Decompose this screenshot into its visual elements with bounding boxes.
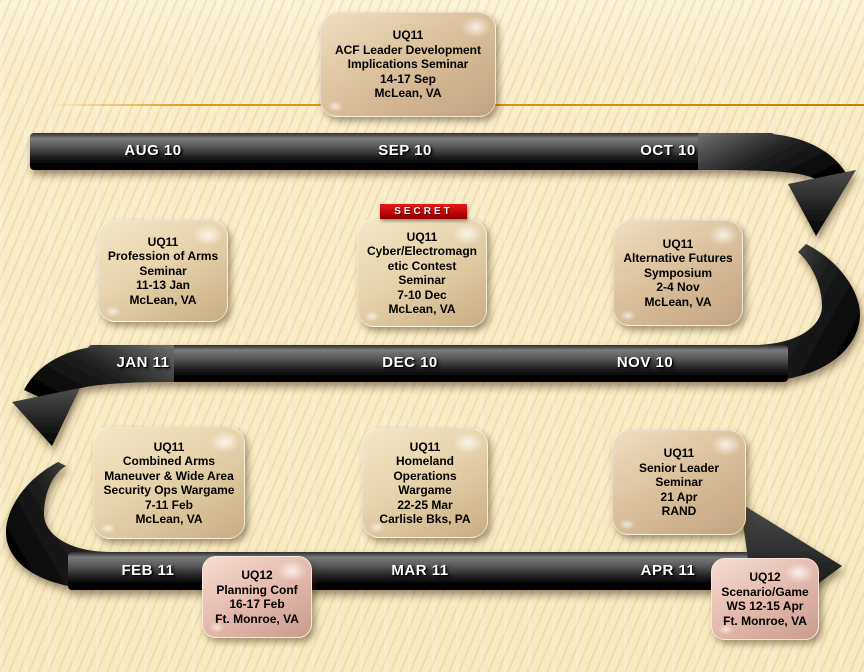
event-text-line: 2-4 Nov: [656, 280, 700, 295]
event-text-line: McLean, VA: [374, 86, 442, 101]
month-label-mar-11: MAR 11: [391, 562, 449, 579]
event-text-line: 16-17 Feb: [229, 597, 285, 611]
event-text-line: 11-13 Jan: [135, 278, 191, 293]
event-box-alternative-futures-symposium: UQ11 Alternative Futures Symposium 2-4 Nov M…: [613, 220, 743, 326]
event-text-line: McLean, VA: [129, 292, 197, 307]
event-text-line: UQ11: [147, 234, 179, 249]
event-text-line: Cyber/Electromagn: [366, 244, 478, 258]
event-text-line: Seminar: [655, 475, 703, 490]
event-text-line: Carlisle Bks, PA: [379, 512, 471, 526]
month-label-sep-10: SEP 10: [378, 142, 432, 159]
right-curve-upper-hook: [698, 133, 848, 184]
month-label-apr-11: APR 11: [640, 562, 696, 579]
event-text-line: etic Contest: [387, 258, 457, 273]
event-text-line: McLean, VA: [644, 294, 712, 309]
event-text-line: 21 Apr: [660, 489, 698, 504]
event-text-line: UQ11: [153, 439, 185, 454]
event-text-line: Combined Arms: [122, 454, 216, 468]
event-text-line: Maneuver & Wide Area: [104, 468, 234, 483]
event-text-line: Operations: [393, 468, 457, 483]
event-text-line: Ft. Monroe, VA: [723, 613, 807, 628]
event-box-uq12-planning-conf: UQ12 Planning Conf 16-17 Feb Ft. Monroe, VA: [202, 556, 312, 638]
timeline-bar-row1: [30, 133, 775, 170]
month-label-aug-10: AUG 10: [124, 142, 182, 159]
event-box-combined-arms-wargame: UQ11 Combined Arms Maneuver & Wide Area Sec…: [93, 427, 245, 539]
event-box-profession-of-arms-seminar: UQ11 Profession of Arms Seminar 11-13 Jan Mc…: [98, 220, 228, 322]
left-curve-arrowhead-icon: [12, 388, 80, 446]
event-box-uq12-scenario-game-workshop: UQ12 Scenario/Game WS 12-15 Apr Ft. Monroe,…: [711, 558, 819, 640]
event-text-line: Planning Conf: [216, 582, 298, 597]
event-text-line: UQ11: [663, 446, 695, 461]
event-text-line: UQ12: [749, 570, 781, 584]
event-text-line: Senior Leader: [638, 460, 720, 475]
event-text-line: Symposium: [643, 265, 712, 280]
event-text-line: UQ11: [392, 28, 424, 43]
event-text-line: UQ11: [409, 439, 441, 454]
classification-banner-secret: SECRET: [380, 204, 467, 219]
event-text-line: ACF Leader Development: [334, 42, 482, 57]
event-text-line: 7-10 Dec: [397, 287, 447, 302]
event-text-line: UQ11: [662, 236, 694, 251]
event-box-cyber-electromagnetic-seminar: UQ11 Cyber/Electromagn etic Contest Seminar…: [357, 219, 487, 327]
event-text-line: Wargame: [398, 483, 452, 497]
event-text-line: Implications Seminar: [347, 57, 469, 72]
timeline-bar-row2: [88, 345, 788, 382]
month-label-nov-10: NOV 10: [616, 354, 674, 371]
event-text-line: Profession of Arms: [107, 249, 219, 264]
month-label-feb-11: FEB 11: [121, 562, 175, 579]
event-text-line: UQ11: [406, 229, 438, 244]
event-text-line: Ft. Monroe, VA: [215, 611, 299, 626]
event-text-line: Security Ops Wargame: [103, 483, 235, 497]
event-text-line: Homeland: [395, 454, 454, 468]
event-text-line: Alternative Futures: [623, 251, 733, 266]
event-box-acf-leader-development-seminar: UQ11 ACF Leader Development Implications S…: [320, 12, 496, 117]
event-box-homeland-operations-wargame: UQ11 Homeland Operations Wargame 22-25 Mar Ca…: [362, 428, 488, 538]
event-text-line: 22-25 Mar: [397, 497, 453, 512]
right-curve-arrowhead-icon: [788, 170, 856, 236]
event-box-senior-leader-seminar: UQ11 Senior Leader Seminar 21 Apr RAND: [612, 430, 746, 535]
event-text-line: 7-11 Feb: [144, 497, 194, 512]
month-label-dec-10: DEC 10: [382, 354, 438, 371]
event-text-line: UQ12: [241, 568, 273, 582]
event-text-line: Scenario/Game: [721, 584, 809, 599]
event-text-line: Seminar: [139, 263, 187, 278]
event-text-line: WS 12-15 Apr: [726, 599, 804, 613]
left-curve-upper-hook: [24, 345, 174, 402]
event-text-line: 14-17 Sep: [379, 71, 437, 86]
event-text-line: RAND: [661, 504, 697, 519]
event-text-line: McLean, VA: [135, 512, 203, 526]
event-text-line: Seminar: [398, 273, 446, 287]
event-text-line: McLean, VA: [388, 302, 456, 316]
month-label-jan-11: JAN 11: [116, 354, 170, 371]
month-label-oct-10: OCT 10: [640, 142, 696, 159]
